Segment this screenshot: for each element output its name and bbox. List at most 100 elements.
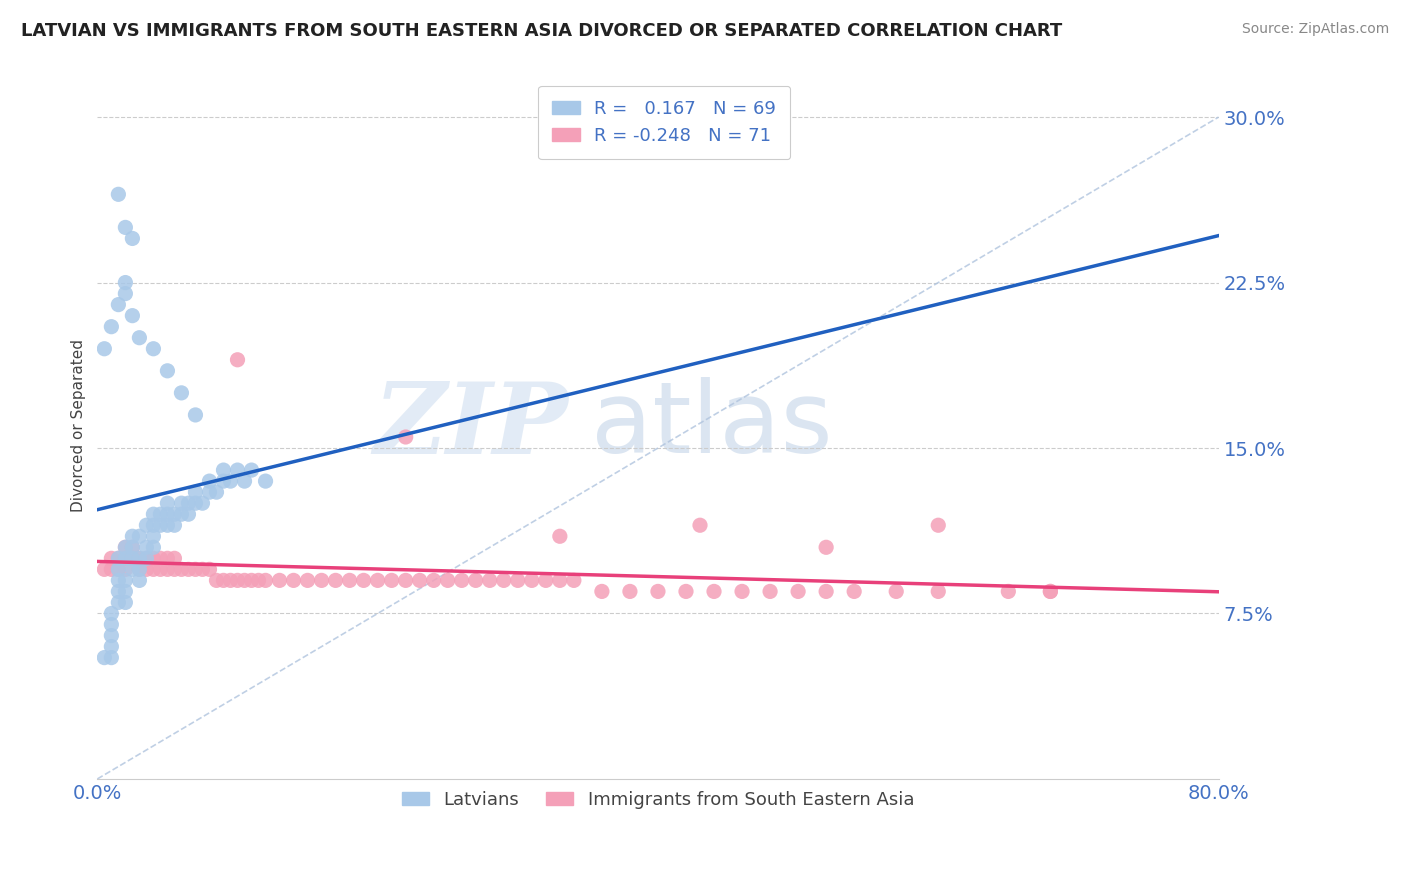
Point (177, 496, 200, 510)
Point (184, 562, 207, 576)
Point (240, 463, 263, 477)
Point (815, 584, 838, 599)
Point (107, 584, 129, 599)
Point (170, 507, 193, 521)
Point (142, 342, 165, 356)
Point (395, 574, 418, 588)
Point (212, 474, 235, 488)
Point (93, 562, 115, 576)
Point (100, 650, 122, 665)
Point (436, 574, 458, 588)
Point (149, 518, 172, 533)
Point (219, 474, 242, 488)
Point (205, 485, 228, 500)
Point (100, 628, 122, 642)
Point (121, 231, 143, 245)
Point (135, 518, 157, 533)
Point (240, 574, 263, 588)
Point (675, 584, 697, 599)
Point (163, 518, 186, 533)
Point (135, 562, 157, 576)
Point (121, 562, 143, 576)
Point (128, 562, 150, 576)
Point (254, 574, 277, 588)
Point (409, 574, 432, 588)
Point (927, 518, 949, 533)
Point (156, 496, 179, 510)
Point (731, 584, 754, 599)
Point (107, 595, 129, 609)
Point (212, 463, 235, 477)
Point (107, 562, 129, 576)
Point (156, 518, 179, 533)
Point (100, 607, 122, 621)
Point (135, 551, 157, 566)
Point (170, 385, 193, 400)
Text: ZIP: ZIP (373, 377, 568, 475)
Point (114, 562, 136, 576)
Point (121, 541, 143, 555)
Point (689, 518, 711, 533)
Point (233, 574, 256, 588)
Point (205, 574, 228, 588)
Point (93, 342, 115, 356)
Point (297, 574, 319, 588)
Text: Source: ZipAtlas.com: Source: ZipAtlas.com (1241, 22, 1389, 37)
Point (107, 562, 129, 576)
Point (506, 574, 529, 588)
Point (198, 562, 221, 576)
Point (492, 574, 515, 588)
Point (367, 574, 389, 588)
Point (884, 584, 907, 599)
Point (548, 529, 571, 543)
Point (156, 551, 179, 566)
Point (107, 574, 129, 588)
Point (114, 541, 136, 555)
Point (156, 507, 179, 521)
Point (184, 485, 207, 500)
Point (170, 496, 193, 510)
Point (121, 309, 143, 323)
Point (381, 574, 404, 588)
Point (100, 551, 122, 566)
Point (548, 574, 571, 588)
Point (149, 551, 172, 566)
Point (254, 474, 277, 488)
Point (170, 562, 193, 576)
Point (520, 574, 543, 588)
Text: LATVIAN VS IMMIGRANTS FROM SOUTH EASTERN ASIA DIVORCED OR SEPARATED CORRELATION : LATVIAN VS IMMIGRANTS FROM SOUTH EASTERN… (21, 22, 1063, 40)
Point (107, 551, 129, 566)
Point (1039, 584, 1062, 599)
Point (100, 640, 122, 654)
Point (114, 276, 136, 290)
Point (269, 574, 291, 588)
Point (114, 551, 136, 566)
Point (114, 551, 136, 566)
Point (198, 474, 221, 488)
Point (759, 584, 782, 599)
Point (128, 331, 150, 345)
Point (121, 551, 143, 566)
Point (339, 574, 361, 588)
Point (591, 584, 613, 599)
Point (163, 562, 186, 576)
Point (534, 574, 557, 588)
Point (177, 562, 200, 576)
Point (128, 574, 150, 588)
Point (815, 541, 838, 555)
Point (191, 496, 214, 510)
Point (142, 551, 165, 566)
Point (226, 574, 249, 588)
Point (100, 319, 122, 334)
Point (114, 220, 136, 235)
Point (325, 574, 347, 588)
Legend: Latvians, Immigrants from South Eastern Asia: Latvians, Immigrants from South Eastern … (395, 783, 921, 816)
Point (177, 507, 200, 521)
Point (464, 574, 486, 588)
Point (353, 574, 375, 588)
Point (142, 541, 165, 555)
Point (219, 574, 242, 588)
Point (283, 574, 305, 588)
Point (997, 584, 1019, 599)
Point (226, 463, 249, 477)
